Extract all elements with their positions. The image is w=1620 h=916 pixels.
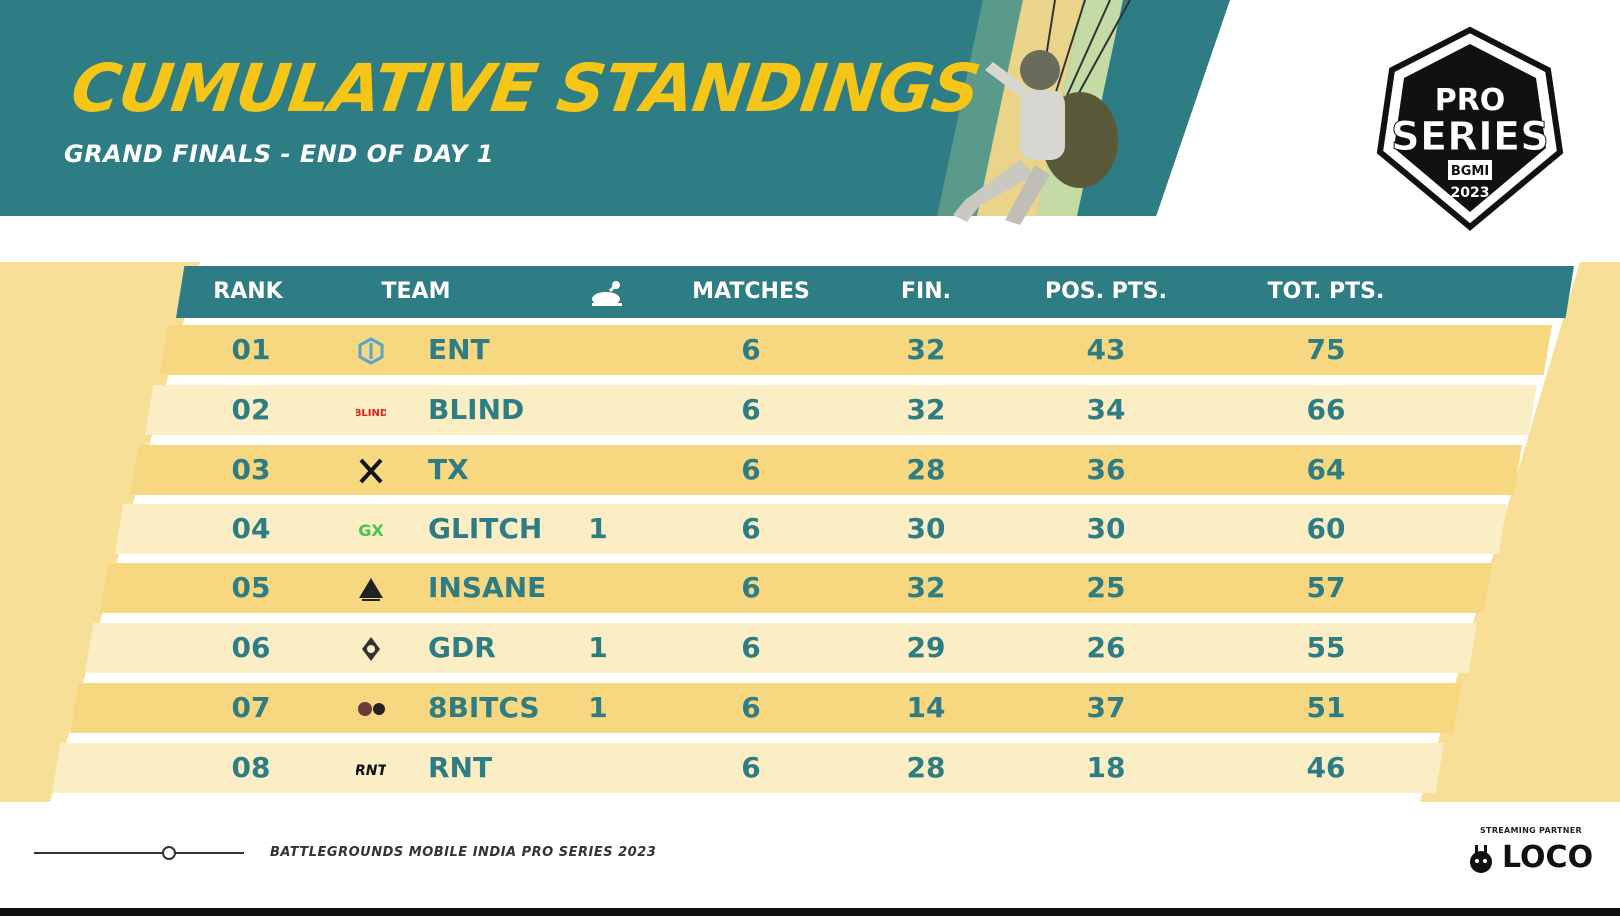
footer-divider [34,852,244,854]
fin-cell: 32 [906,571,946,604]
pos-pts-cell: 26 [1086,631,1126,664]
wwcd-cell [576,743,620,793]
table-row: 04 GX GLITCH 1 6 30 30 60 [115,504,1507,554]
wwcd-cell: 1 [588,631,608,664]
svg-text:2023: 2023 [1451,185,1490,201]
svg-text:BGMI: BGMI [1451,164,1489,179]
matches-cell: 6 [741,751,761,784]
pos-pts-cell: 18 [1086,751,1126,784]
tot-pts-cell: 57 [1306,571,1346,604]
table-row: 06 GDR 1 6 29 26 55 [85,623,1477,673]
rnt-logo-icon: RNT [355,755,388,783]
fin-cell: 14 [906,691,946,724]
wwcd-cell [576,325,620,375]
pos-pts-cell: 36 [1086,453,1126,486]
rank-cell: 08 [231,751,271,784]
col-matches: MATCHES [692,279,810,304]
wwcd-cell [576,385,620,435]
matches-cell: 6 [741,333,761,366]
fin-cell: 28 [906,453,946,486]
svg-text:PRO: PRO [1435,83,1506,118]
tot-pts-cell: 60 [1306,512,1346,545]
pos-pts-cell: 25 [1086,571,1126,604]
table-row: 08 RNT RNT 6 28 18 46 [52,743,1444,793]
wwcd-cell: 1 [588,691,608,724]
ent-logo-icon [356,337,386,365]
bottom-bar [0,908,1620,916]
rank-cell: 01 [231,333,271,366]
blind-logo-icon: BLIND [354,397,388,425]
team-name-cell: 8BITCS [428,691,540,724]
rank-cell: 05 [231,571,271,604]
matches-cell: 6 [741,393,761,426]
pos-pts-cell: 34 [1086,393,1126,426]
wwcd-cell [576,563,620,613]
matches-cell: 6 [741,571,761,604]
table-row: 05 INSANE 6 32 25 57 [100,563,1492,613]
rank-cell: 02 [231,393,271,426]
team-name-cell: GDR [428,631,496,664]
team-name-cell: TX [428,453,469,486]
matches-cell: 6 [741,631,761,664]
pro-series-logo: PRO SERIES BGMI 2023 [1376,26,1564,231]
tot-pts-cell: 64 [1306,453,1346,486]
tot-pts-cell: 75 [1306,333,1346,366]
footer-dot-icon [162,846,176,860]
tot-pts-cell: 55 [1306,631,1346,664]
team-name-cell: GLITCH [428,512,543,545]
team-name-cell: ENT [428,333,490,366]
partner-name: LOCO [1502,840,1594,875]
matches-cell: 6 [741,453,761,486]
tot-pts-cell: 51 [1306,691,1346,724]
partner-label: STREAMING PARTNER [1480,826,1583,835]
col-fin: FIN. [901,279,951,304]
8bitcs-logo-icon [356,695,386,723]
col-rank: RANK [213,279,283,304]
pos-pts-cell: 30 [1086,512,1126,545]
table-header: RANK TEAM MATCHES FIN. POS. PTS. TOT. PT… [176,266,1574,318]
fin-cell: 28 [906,751,946,784]
table-row: 01 ENT 6 32 43 75 [160,325,1552,375]
matches-cell: 6 [741,691,761,724]
gdr-logo-icon [356,635,386,663]
col-pos-pts: POS. PTS. [1044,279,1168,304]
tx-logo-icon [356,457,386,485]
col-tot-pts: TOT. PTS. [1267,279,1385,304]
tot-pts-cell: 66 [1306,393,1346,426]
page-title: CUMULATIVE STANDINGS [66,50,985,127]
fin-cell: 30 [906,512,946,545]
svg-text:GX: GX [358,521,384,540]
loco-icon [1470,845,1492,873]
pos-pts-cell: 37 [1086,691,1126,724]
matches-cell: 6 [741,512,761,545]
footer-text: BATTLEGROUNDS MOBILE INDIA PRO SERIES 20… [270,845,657,860]
col-team: TEAM [381,279,451,304]
team-name-cell: RNT [428,751,493,784]
wwcd-cell [576,445,620,495]
chicken-dinner-icon [586,266,630,318]
skydiver-illustration [953,0,1131,225]
rank-cell: 03 [231,453,271,486]
team-name-cell: BLIND [428,393,525,426]
rank-cell: 07 [231,691,271,724]
svg-text:BLIND: BLIND [356,408,386,419]
team-name-cell: INSANE [428,571,547,604]
glitch-logo-icon: GX [356,516,386,544]
rank-cell: 06 [231,631,271,664]
insane-logo-icon [356,575,386,603]
tot-pts-cell: 46 [1306,751,1346,784]
table-row: 02 BLIND BLIND 6 32 34 66 [145,385,1537,435]
rank-cell: 04 [231,512,271,545]
svg-text:RNT: RNT [356,763,386,779]
svg-text:SERIES: SERIES [1391,114,1549,160]
fin-cell: 29 [906,631,946,664]
page-subtitle: GRAND FINALS - END OF DAY 1 [64,140,494,168]
wwcd-cell: 1 [588,512,608,545]
table-row: 03 TX 6 28 36 64 [130,445,1522,495]
fin-cell: 32 [906,333,946,366]
pos-pts-cell: 43 [1086,333,1126,366]
fin-cell: 32 [906,393,946,426]
table-row: 07 8BITCS 1 6 14 37 51 [70,683,1462,733]
